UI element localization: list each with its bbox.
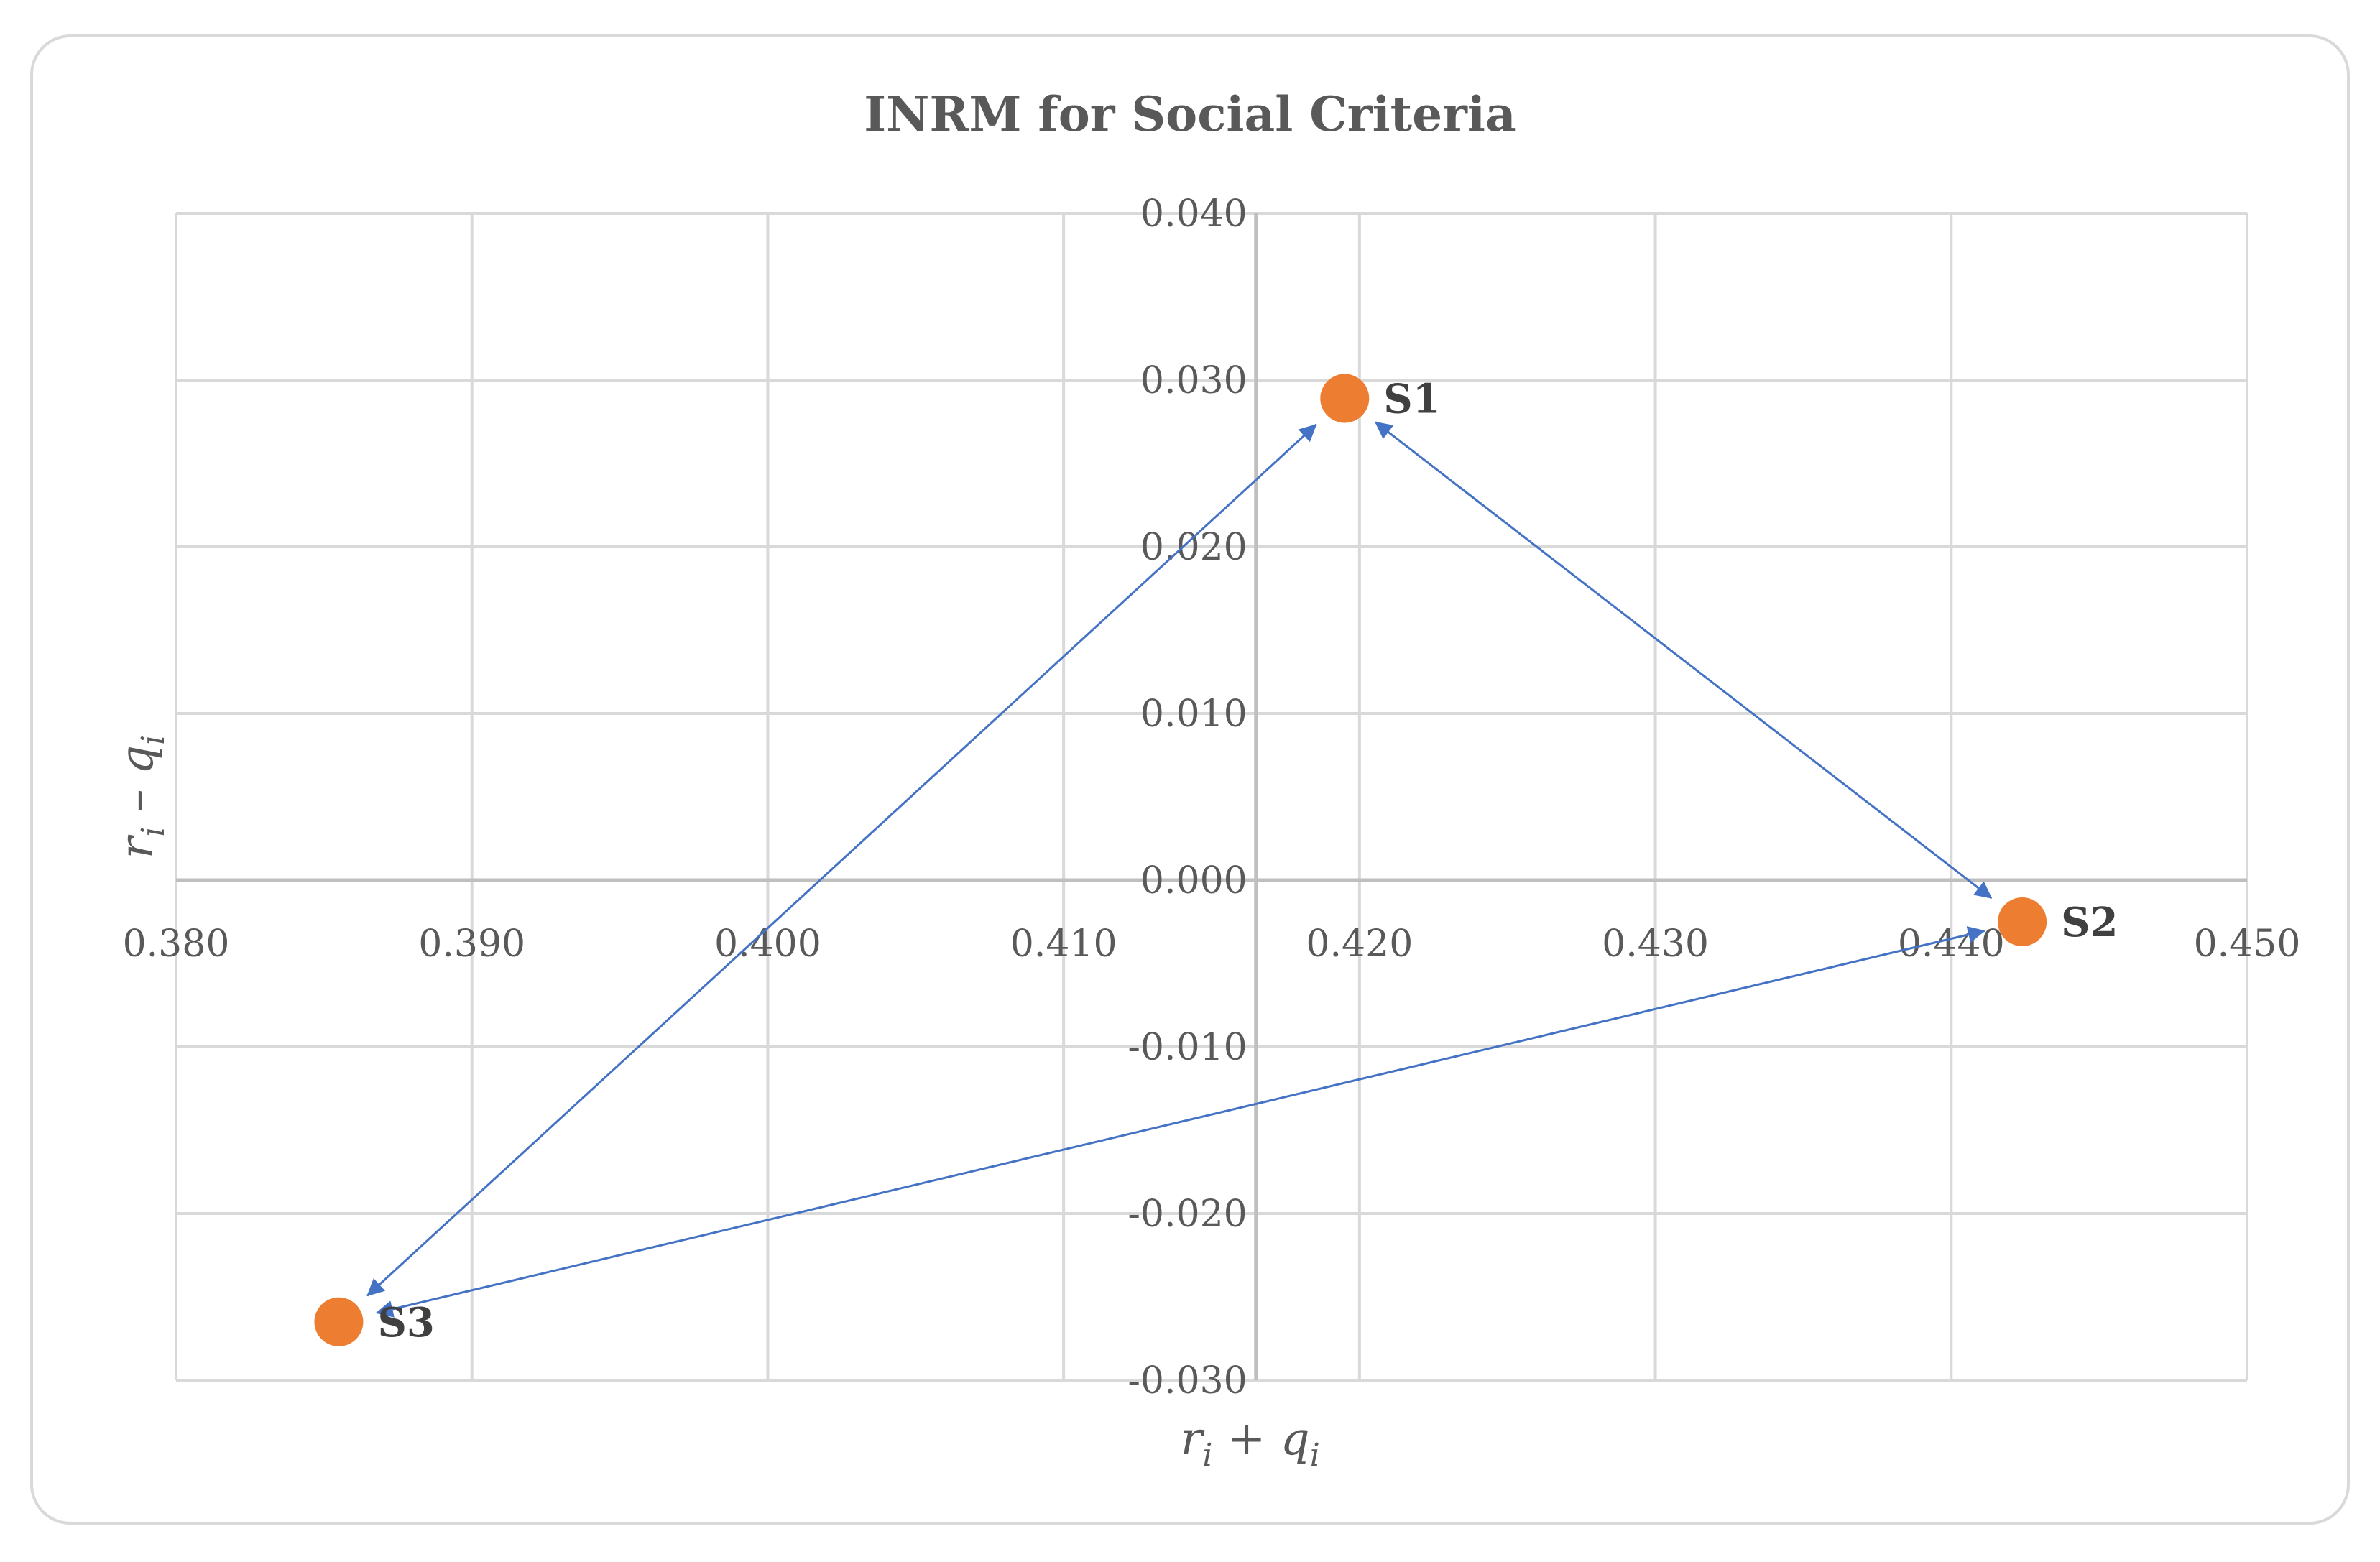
relation-arrow-s3-s2 [375, 926, 1985, 1318]
x-tick-label: 0.440 [1898, 923, 2005, 966]
x-tick-label: 0.430 [1602, 923, 1709, 966]
x-axis-title: ri + qi [1181, 1413, 1320, 1474]
data-point-s3 [314, 1297, 364, 1346]
chart-title: INRM for Social Criteria [864, 86, 1516, 142]
x-tick-label: 0.380 [123, 923, 230, 966]
x-tick-label: 0.410 [1010, 923, 1117, 966]
y-tick-label: 0.030 [1140, 359, 1247, 402]
data-point-s2 [1998, 897, 2047, 946]
relation-arrow-s1-s2 [1375, 421, 1993, 900]
y-tick-label: 0.040 [1140, 193, 1247, 236]
point-layer: S1 S2 S3 [314, 374, 2118, 1346]
arrow-layer [366, 421, 1993, 1318]
y-tick-label: 0.010 [1140, 693, 1247, 736]
axis-title-layer: ri + qi ri – qi [111, 735, 1320, 1474]
y-tick-label: 0.020 [1140, 526, 1247, 569]
y-tick-label: -0.030 [1127, 1359, 1247, 1402]
y-tick-label: -0.020 [1127, 1193, 1247, 1236]
data-point-s1 [1320, 374, 1370, 423]
y-tick-label: 0.000 [1140, 859, 1247, 902]
point-label-s3: S3 [377, 1299, 434, 1346]
x-tick-label: 0.390 [418, 923, 525, 966]
y-axis-title: ri – qi [111, 735, 172, 859]
y-tick-label: -0.010 [1127, 1026, 1247, 1069]
point-label-s1: S1 [1383, 376, 1440, 423]
x-tick-label: 0.420 [1306, 923, 1413, 966]
x-tick-label: 0.450 [2194, 923, 2301, 966]
point-label-s2: S2 [2061, 899, 2118, 946]
